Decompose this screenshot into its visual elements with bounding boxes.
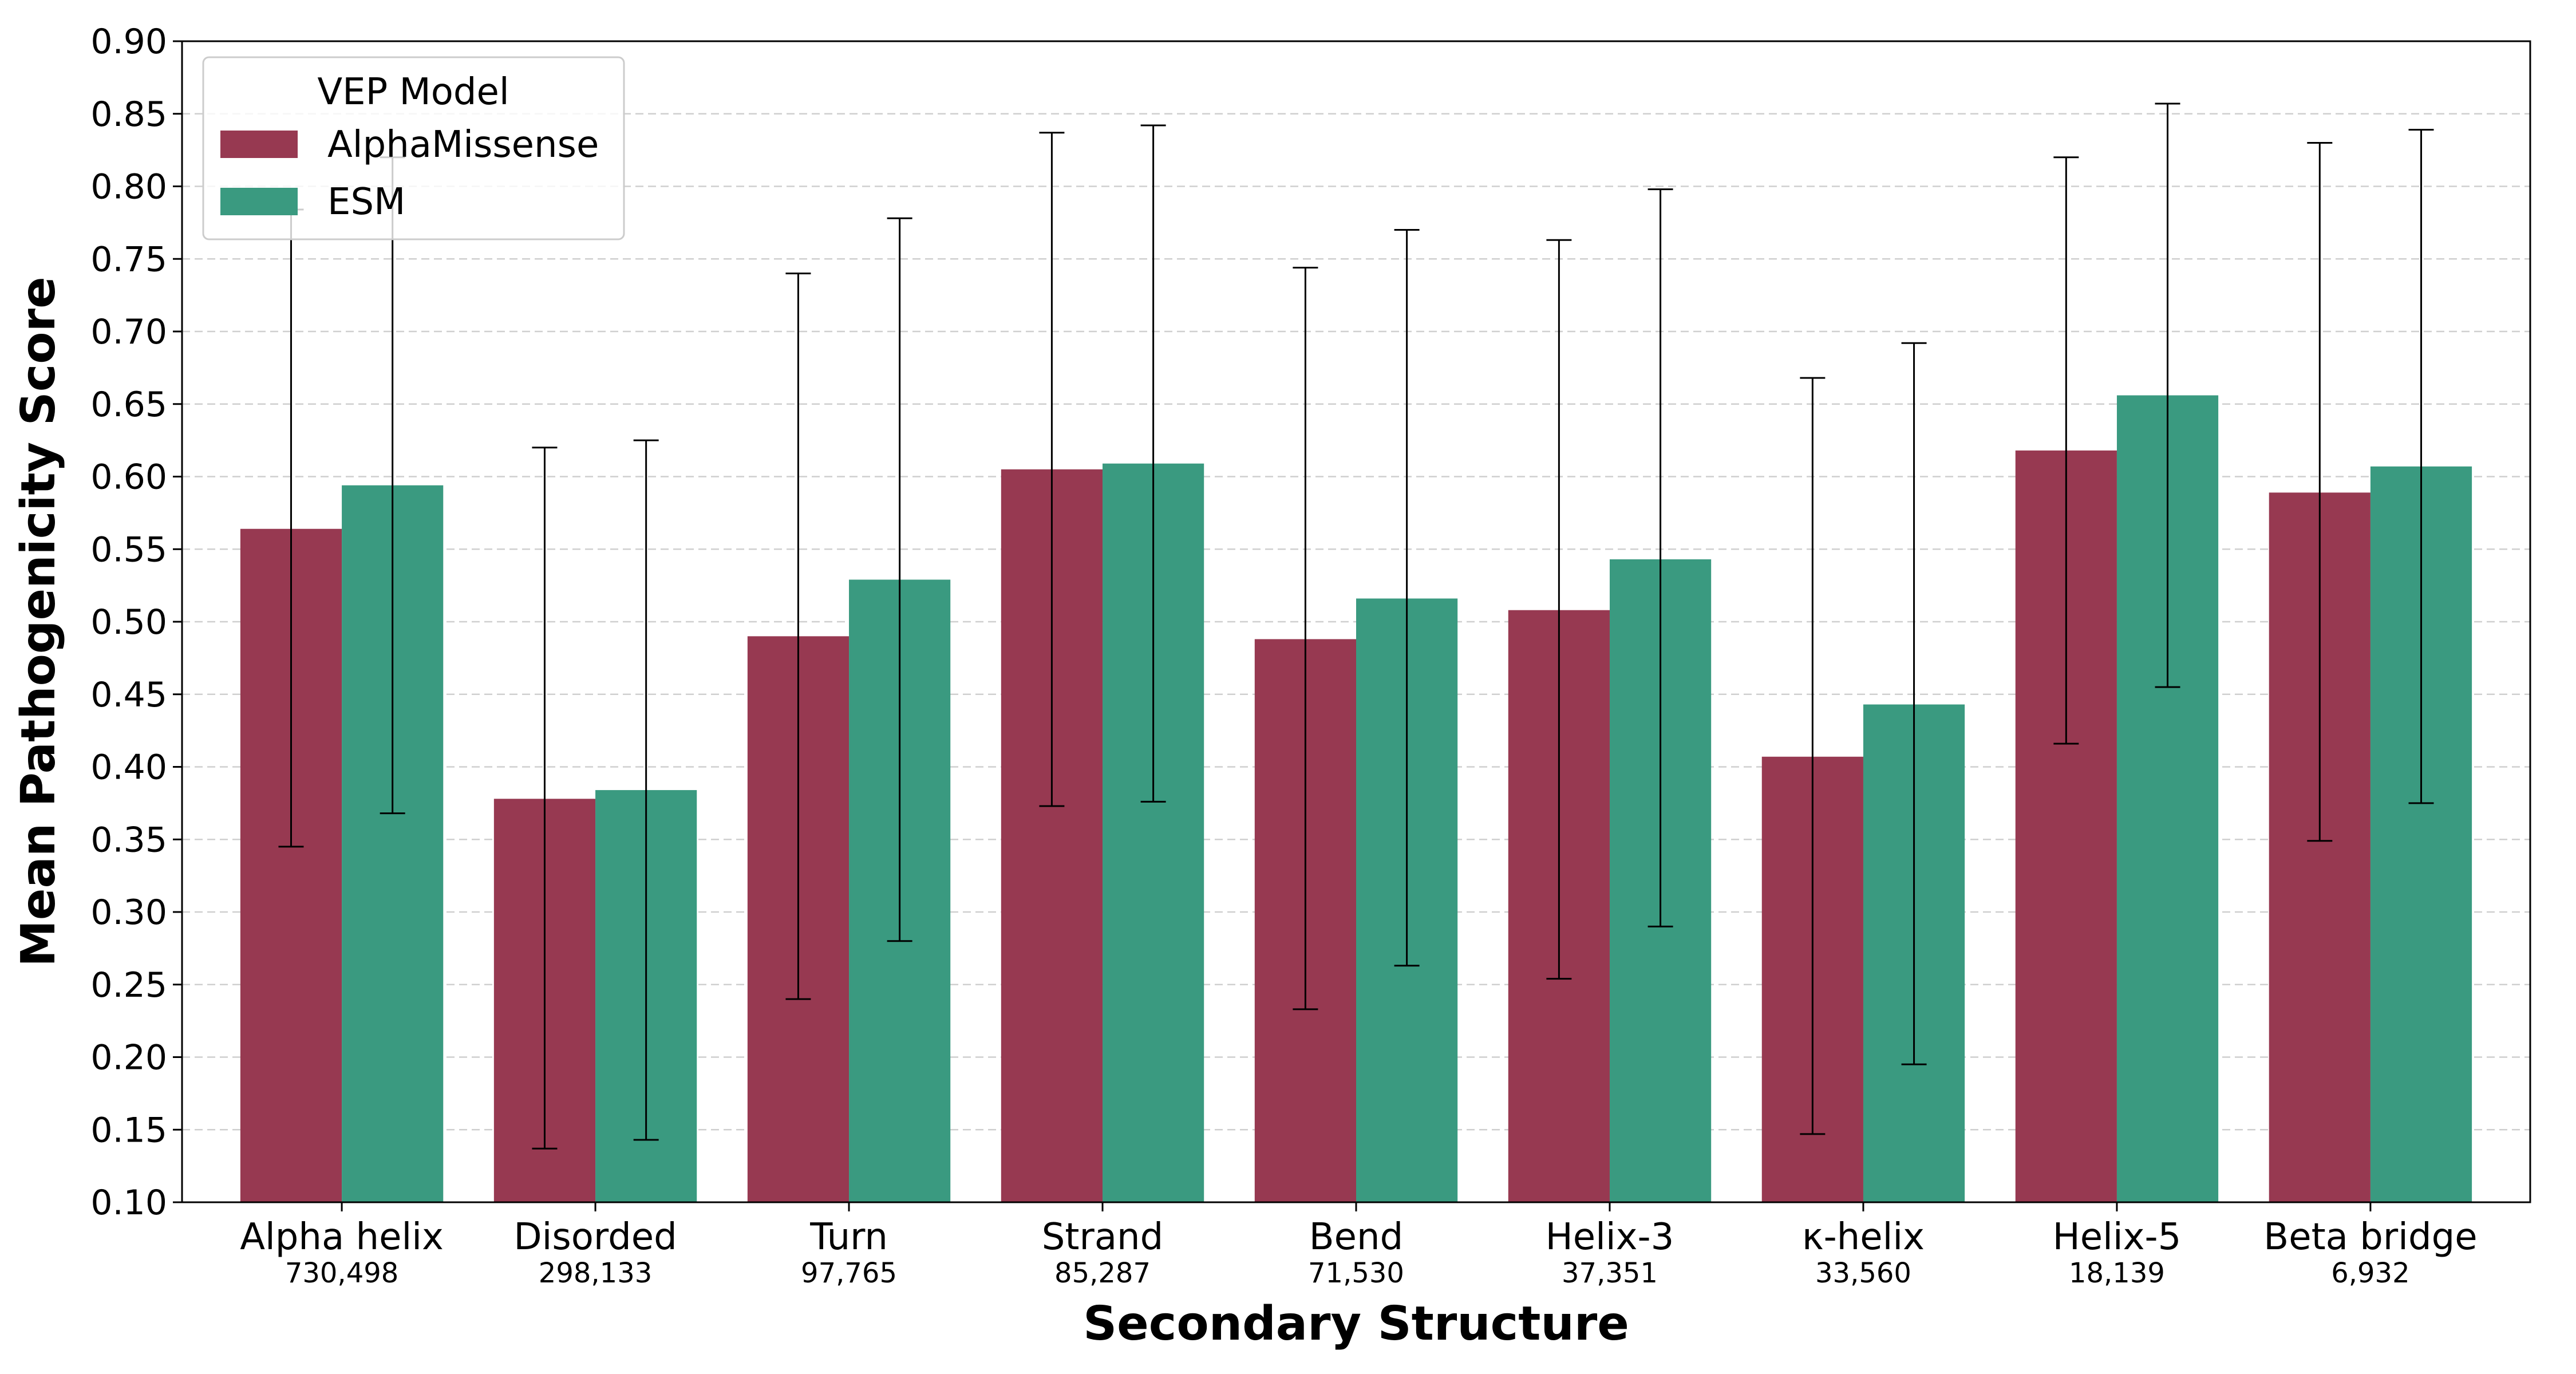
y-tick-label: 0.20: [90, 1038, 167, 1078]
x-tick-count: 97,765: [801, 1257, 897, 1289]
error-bar: [2155, 102, 2180, 688]
x-tick-label: κ-helix: [1802, 1216, 1925, 1258]
bars-group: [240, 395, 2472, 1203]
y-axis-title: Mean Pathogenicity Score: [11, 277, 66, 966]
x-tick-count: 730,498: [285, 1257, 399, 1289]
y-tick-label: 0.35: [90, 820, 167, 860]
error-bar: [1039, 132, 1065, 807]
y-tick-label: 0.10: [90, 1183, 167, 1223]
error-bar: [633, 439, 659, 1141]
error-bar: [532, 447, 558, 1150]
legend-title: VEP Model: [317, 71, 509, 113]
y-tick-label: 0.55: [90, 530, 167, 570]
x-tick-label: Strand: [1042, 1216, 1163, 1258]
legend-box: [202, 56, 625, 240]
error-bar: [1800, 377, 1826, 1135]
error-bars-group: [278, 102, 2434, 1150]
x-tick-count: 85,287: [1054, 1257, 1151, 1289]
x-axis-title: Secondary Structure: [1083, 1297, 1629, 1351]
error-bar: [2053, 156, 2079, 745]
legend-swatch-esm: [220, 188, 298, 215]
y-tick-label: 0.30: [90, 893, 167, 933]
x-tick-count: 33,560: [1815, 1257, 1911, 1289]
error-bar: [1140, 124, 1166, 803]
error-bar: [785, 273, 811, 1000]
x-tick-count: 18,139: [2069, 1257, 2165, 1289]
y-tick-label: 0.80: [90, 167, 167, 207]
x-tick-count: 37,351: [1562, 1257, 1658, 1289]
x-tick-label: Bend: [1309, 1216, 1403, 1258]
error-bar: [1394, 229, 1420, 967]
y-tick-label: 0.45: [90, 675, 167, 715]
y-tick-label: 0.70: [90, 312, 167, 352]
error-bar: [887, 217, 912, 942]
error-bar: [2408, 129, 2434, 804]
legend-swatch-alphamissense: [220, 131, 298, 158]
error-bar: [1647, 188, 1673, 927]
y-tick-label: 0.65: [90, 385, 167, 425]
x-tick-label: Disorded: [513, 1216, 677, 1258]
error-bar: [2307, 141, 2333, 842]
error-bar: [1293, 266, 1318, 1010]
x-tick-label: Helix-3: [1546, 1216, 1674, 1258]
y-axis-ticks: 0.10 0.15 0.20 0.25 0.30 0.35 0.40 0.45 0.50 0.55…: [90, 22, 182, 1223]
y-tick-label: 0.25: [90, 965, 167, 1005]
y-tick-label: 0.90: [90, 22, 167, 62]
x-tick-label: Beta bridge: [2263, 1216, 2477, 1258]
error-bar: [1901, 342, 1927, 1065]
x-tick-count: 298,133: [539, 1257, 653, 1289]
x-tick-label: Alpha helix: [240, 1216, 444, 1258]
legend-label-alphamissense: AlphaMissense: [327, 124, 599, 166]
y-tick-label: 0.75: [90, 239, 167, 279]
legend: VEP Model AlphaMissense ESM: [202, 56, 625, 240]
y-tick-label: 0.85: [90, 94, 167, 135]
y-tick-label: 0.15: [90, 1110, 167, 1150]
x-tick-count: 71,530: [1308, 1257, 1404, 1289]
y-tick-label: 0.40: [90, 748, 167, 788]
legend-label-esm: ESM: [327, 181, 405, 223]
y-tick-label: 0.60: [90, 457, 167, 498]
y-tick-label: 0.50: [90, 602, 167, 642]
x-tick-label: Helix-5: [2053, 1216, 2182, 1258]
x-tick-count: 6,932: [2331, 1257, 2409, 1289]
error-bar: [1546, 239, 1572, 980]
x-tick-label: Turn: [809, 1216, 888, 1258]
